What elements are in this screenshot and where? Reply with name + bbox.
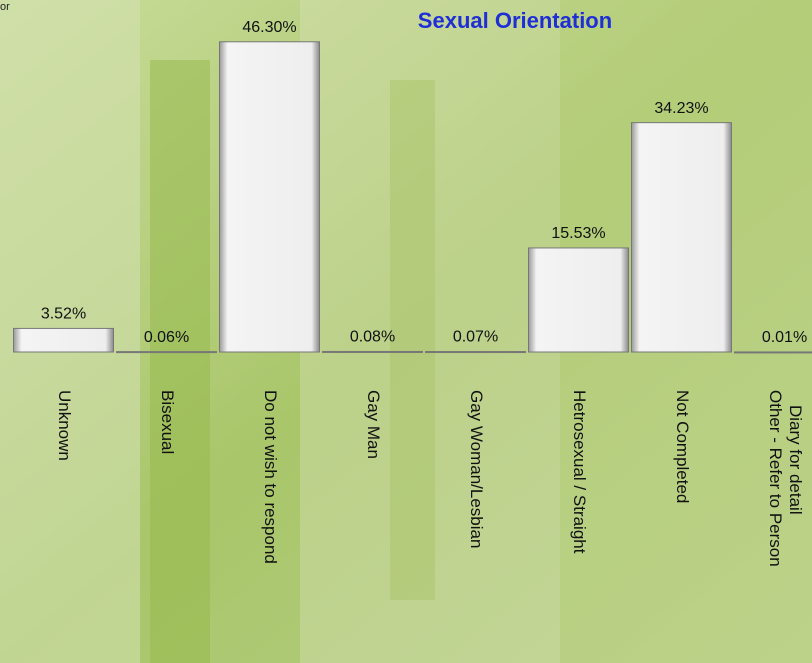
bar bbox=[116, 351, 217, 354]
bar bbox=[13, 327, 114, 353]
background-shape bbox=[150, 60, 210, 663]
x-tick-label: Gay Man bbox=[364, 390, 383, 459]
value-label: 46.30% bbox=[242, 19, 296, 36]
x-tick-label: Not Completed bbox=[673, 390, 692, 503]
value-label: 15.53% bbox=[551, 225, 605, 242]
x-tick-label: Hetrosexual / Straight bbox=[570, 390, 589, 554]
bar bbox=[528, 247, 629, 353]
value-label: 0.08% bbox=[350, 329, 395, 346]
chart-title: Sexual Orientation bbox=[418, 8, 612, 33]
x-tick-label: Gay Woman/Lesbian bbox=[467, 390, 486, 548]
x-tick-label: Unknown bbox=[55, 390, 74, 461]
x-tick-label: Do not wish to respond bbox=[261, 390, 280, 564]
value-label: 3.52% bbox=[41, 306, 86, 323]
x-tick-label: Diary for detail bbox=[786, 405, 805, 515]
bar bbox=[425, 351, 526, 354]
bar bbox=[322, 350, 423, 353]
bar bbox=[734, 351, 812, 354]
bar bbox=[219, 41, 320, 353]
value-label: 34.23% bbox=[654, 100, 708, 117]
bar bbox=[631, 122, 732, 353]
background-shape bbox=[300, 0, 560, 663]
x-tick-label: Other - Refer to Person bbox=[766, 390, 785, 567]
x-tick-label: Bisexual bbox=[158, 390, 177, 454]
background-shape bbox=[390, 80, 435, 600]
value-label: 0.06% bbox=[144, 329, 189, 346]
value-label: 0.01% bbox=[762, 329, 807, 346]
value-label: 0.07% bbox=[453, 329, 498, 346]
corner-text: or bbox=[0, 1, 10, 13]
